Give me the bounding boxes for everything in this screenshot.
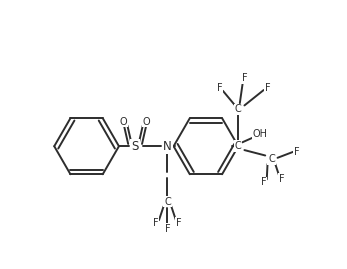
Text: C: C	[268, 154, 275, 164]
Text: C: C	[164, 197, 171, 207]
Text: O: O	[120, 116, 127, 127]
Text: F: F	[242, 73, 247, 83]
Text: C: C	[235, 104, 242, 114]
Text: C: C	[235, 141, 242, 151]
Text: F: F	[261, 178, 266, 187]
Text: F: F	[217, 83, 223, 93]
Text: N: N	[163, 140, 172, 153]
Text: F: F	[279, 174, 284, 183]
Text: F: F	[153, 218, 159, 228]
Text: OH: OH	[252, 129, 267, 139]
Text: S: S	[132, 140, 139, 153]
Text: F: F	[164, 224, 170, 234]
Text: O: O	[143, 116, 151, 127]
Text: F: F	[294, 147, 299, 157]
Text: F: F	[176, 218, 182, 228]
Text: F: F	[265, 83, 270, 93]
